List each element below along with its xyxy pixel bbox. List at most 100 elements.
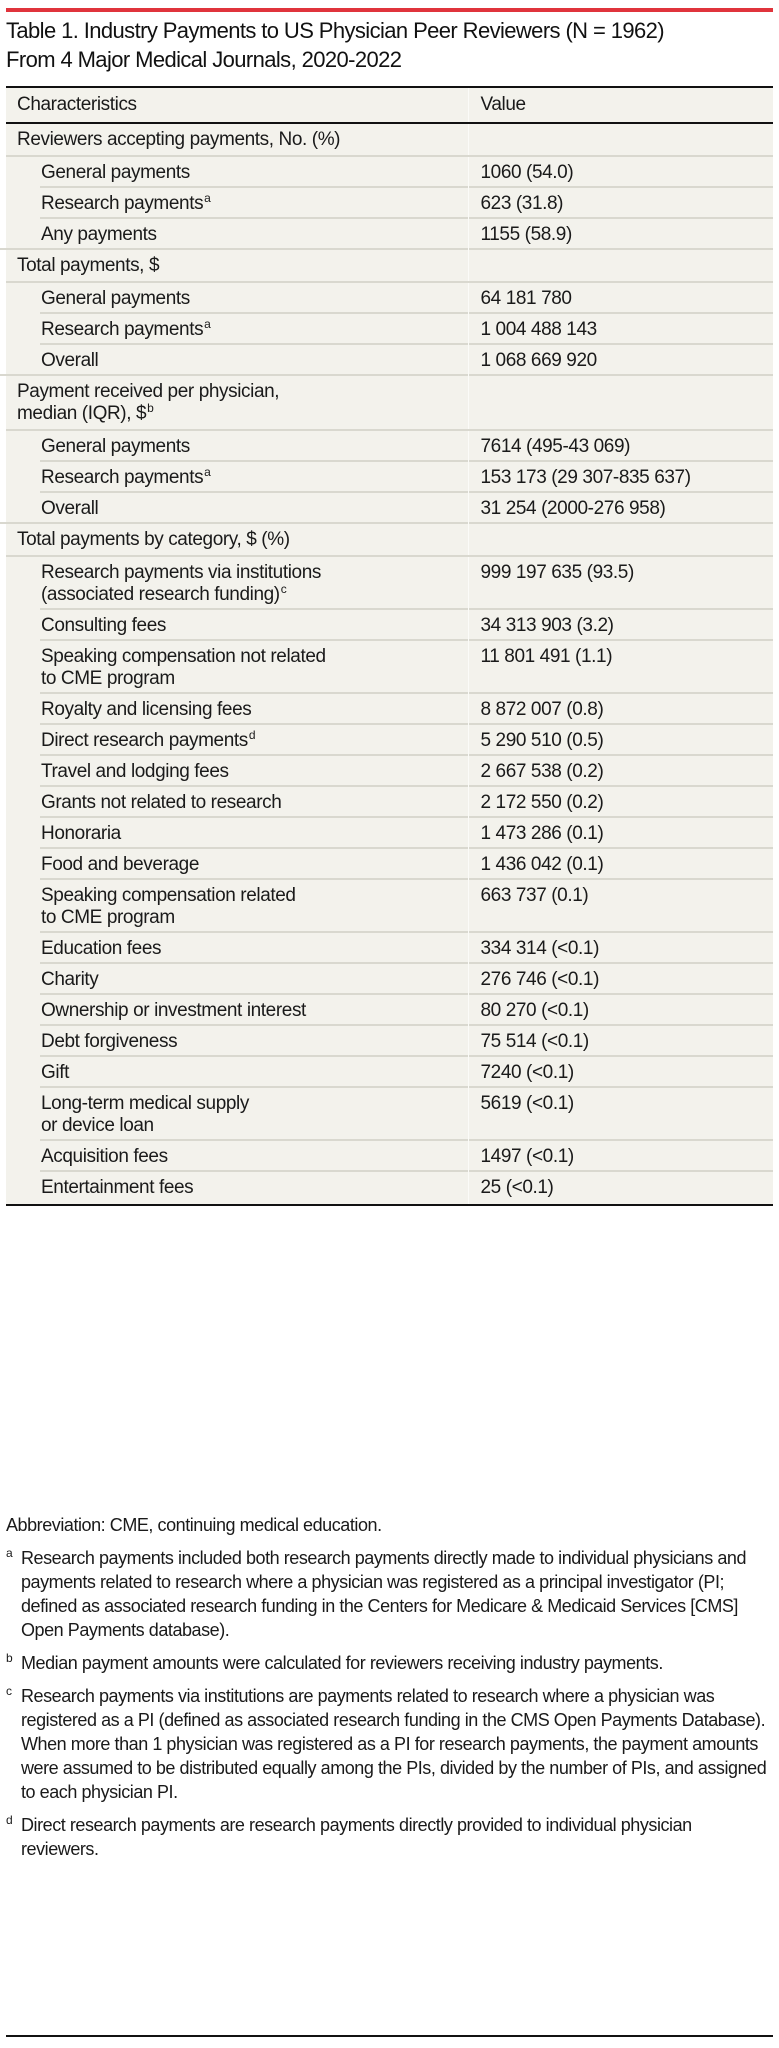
table-header-row: Characteristics Value [6,88,773,124]
row-label: Grants not related to research [6,787,468,818]
table-row: Debt forgiveness 75 514 (<0.1) [6,1026,774,1057]
row-value: 999 197 635 (93.5) [467,556,774,610]
footnote-a: a Research payments included both researc… [6,1546,773,1642]
row-label-text: Honoraria [41,823,121,844]
row-value: 80 270 (<0.1) [467,995,774,1026]
row-label: General payments [6,282,468,314]
table-row: Acquisition fees 1497 (<0.1) [6,1141,774,1172]
row-value: 5619 (<0.1) [467,1088,774,1141]
row-label-text: General payments [41,436,190,457]
row-value: 7240 (<0.1) [467,1057,774,1088]
table-body: Reviewers accepting payments, No. (%) Gen… [0,123,774,1204]
row-value: 2 667 538 (0.2) [467,756,774,787]
row-value: 1155 (58.9) [467,219,774,250]
table-row: Royalty and licensing fees 8 872 007 (0.8… [6,694,774,725]
table-row: Research paymentsa 153 173 (29 307-835 63… [6,462,774,493]
row-label: Direct research paymentsd [6,725,468,756]
footnote-c: c Research payments via institutions are … [6,1684,773,1804]
table-title: Table 1. Industry Payments to US Physici… [6,16,773,74]
row-label-text: Entertainment fees [41,1177,194,1198]
section-value-empty [467,123,773,157]
table-row: Research paymentsa 1 004 488 143 [6,314,774,345]
footnote-mark: a [6,1546,13,1560]
table-title-line-1: Table 1. Industry Payments to US Physici… [6,18,665,43]
footnote-marker: c [280,582,287,596]
row-label: Entertainment fees [6,1172,468,1204]
table-row: Consulting fees 34 313 903 (3.2) [6,610,774,641]
row-value: 1 473 286 (0.1) [467,818,774,849]
row-value: 334 314 (<0.1) [467,933,774,964]
row-value: 2 172 550 (0.2) [467,787,774,818]
table-row: Grants not related to research 2 172 550 … [6,787,774,818]
row-label: Honoraria [6,818,468,849]
section-header-row: Payment received per physician, median (I… [6,376,773,431]
table-row: Charity 276 746 (<0.1) [6,964,774,995]
row-label: Debt forgiveness [6,1026,468,1057]
row-label: Education fees [6,933,468,964]
footnote-mark: d [6,1813,13,1827]
table-row: Speaking compensation related to CME prog… [6,880,774,933]
table-row: Speaking compensation not related to CME … [6,641,774,694]
footnote-text: Direct research payments are research pa… [21,1815,692,1859]
section-label: Total payments, $ [6,250,468,283]
section-value-empty [467,250,773,283]
row-value: 11 801 491 (1.1) [467,641,774,694]
footnote-b: b Median payment amounts were calculated … [6,1651,773,1675]
section-header-row: Total payments, $ [6,250,773,283]
section-header-row: Total payments by category, $ (%) [6,524,773,557]
row-label: Speaking compensation not related to CME … [6,641,468,694]
row-value: 8 872 007 (0.8) [467,694,774,725]
row-value: 34 313 903 (3.2) [467,610,774,641]
row-label-text: Acquisition fees [41,1146,168,1167]
footnote-marker: a [204,317,211,331]
table-row: General payments 7614 (495-43 069) [6,430,774,462]
section-label: Total payments by category, $ (%) [6,524,468,557]
row-label-text: General payments [41,162,190,183]
row-label-text: to CME program [41,668,175,689]
row-label-text: Ownership or investment interest [41,1000,306,1021]
table-row: Ownership or investment interest 80 270 (… [6,995,774,1026]
row-label-line: (associated research funding)c [41,582,468,606]
row-value: 25 (<0.1) [467,1172,773,1204]
section-label-line: median (IQR), $b [17,402,468,425]
row-value: 276 746 (<0.1) [467,964,774,995]
row-label: Speaking compensation related to CME prog… [6,880,468,933]
row-label-text: General payments [41,288,190,309]
row-label: Gift [6,1057,468,1088]
row-label: Overall [0,345,468,376]
row-label-text: to CME program [41,907,175,928]
table-row: Travel and lodging fees 2 667 538 (0.2) [6,756,774,787]
table-row: Overall 31 254 (2000-276 958) [0,493,774,524]
row-value: 1 436 042 (0.1) [467,849,774,880]
row-label-line: Speaking compensation related [41,885,296,906]
row-value: 31 254 (2000-276 958) [467,493,774,524]
section-label-text: Reviewers accepting payments, No. (%) [17,129,341,150]
table-row: Any payments 1155 (58.9) [0,219,774,250]
row-label: Travel and lodging fees [6,756,468,787]
footnote-text: Research payments included both research… [21,1548,747,1640]
row-label-text: Travel and lodging fees [41,761,229,782]
row-label: Any payments [0,219,468,250]
footnote-text: Research payments via institutions are p… [21,1686,767,1802]
row-label-line: Speaking compensation not related [41,646,326,667]
row-label: Research paymentsa [6,314,468,345]
table-notes: Abbreviation: CME, continuing medical ed… [6,1513,773,1870]
row-value: 1497 (<0.1) [467,1141,774,1172]
column-header-characteristics: Characteristics [6,88,468,124]
row-label-text: Overall [41,350,99,371]
row-value: 623 (31.8) [467,188,774,219]
row-label-text: Research payments [41,467,204,488]
row-label-text: Royalty and licensing fees [41,699,252,720]
row-value: 663 737 (0.1) [467,880,774,933]
table-row: Direct research paymentsd 5 290 510 (0.5) [6,725,774,756]
footnote-mark: b [6,1651,13,1665]
row-label-text: Research payments [41,193,204,214]
row-label-line: Research payments via institutions [41,562,321,583]
section-label-line: Payment received per physician, [17,381,280,402]
table-title-line-2: From 4 Major Medical Journals, 2020-2022 [6,47,402,72]
row-label: Charity [6,964,468,995]
table-row: General payments 64 181 780 [6,282,774,314]
table-row: Long-term medical supply or device loan 56… [6,1088,774,1141]
row-label: Research paymentsa [6,188,468,219]
row-label: Long-term medical supply or device loan [6,1088,468,1141]
